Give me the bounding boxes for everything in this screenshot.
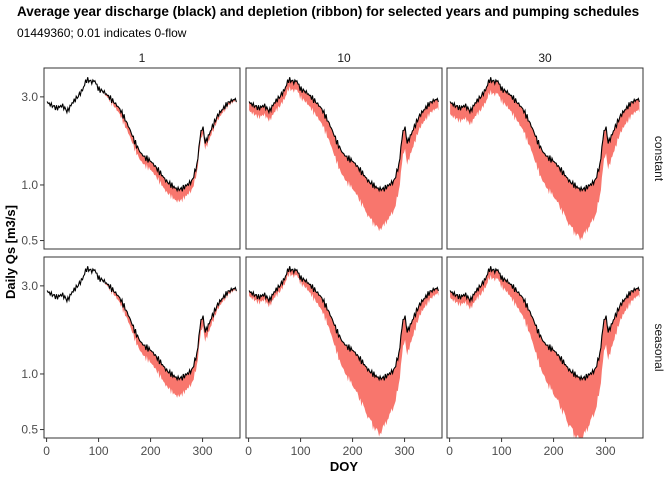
y-tick-label: 0.5	[21, 423, 38, 437]
depletion-ribbon	[47, 77, 237, 203]
chart-subtitle: 01449360; 0.01 indicates 0-flow	[17, 26, 187, 40]
row-strip-label: seasonal	[652, 323, 666, 371]
facet-panel-seasonal-1	[43, 256, 241, 439]
panel-border	[245, 256, 443, 439]
x-tick-label: 200	[544, 444, 564, 458]
x-tick-label: 300	[193, 444, 213, 458]
axes: 0.5 1.0 3.0 0.5 1.0 3.0 0 100 200 300 0 100 200 300 0 1…	[21, 90, 616, 458]
facet-panels	[43, 67, 644, 439]
chart-title: Average year discharge (black) and deple…	[17, 4, 639, 19]
facet-panel-seasonal-30	[446, 256, 644, 439]
panel-border	[245, 67, 443, 250]
discharge-line	[46, 266, 237, 382]
y-tick-label: 1.0	[21, 367, 38, 381]
x-tick-label: 100	[89, 444, 109, 458]
x-tick-label: 200	[343, 444, 363, 458]
depletion-ribbon	[47, 266, 237, 398]
depletion-ribbon	[249, 266, 439, 437]
panel-border	[446, 67, 644, 250]
column-strip-label: 10	[337, 51, 351, 65]
facet-panel-constant-1	[43, 67, 241, 250]
discharge-line	[46, 77, 237, 193]
x-tick-label: 100	[291, 444, 311, 458]
facet-panel-constant-30	[446, 67, 644, 250]
x-tick-label: 300	[395, 444, 415, 458]
x-axis-label: DOY	[330, 459, 359, 474]
x-tick-label: 300	[596, 444, 616, 458]
x-tick-label: 0	[43, 444, 50, 458]
y-axis-label: Daily Qs [m3/s]	[3, 205, 18, 299]
y-tick-label: 3.0	[21, 90, 38, 104]
discharge-line	[449, 266, 640, 382]
discharge-line	[449, 77, 640, 193]
panel-border	[43, 67, 241, 250]
depletion-ribbon	[450, 266, 640, 438]
discharge-line	[248, 77, 439, 193]
facet-panel-constant-10	[245, 67, 443, 250]
y-tick-label: 1.0	[21, 178, 38, 192]
x-tick-label: 200	[141, 444, 161, 458]
panel-border	[446, 256, 644, 439]
y-tick-label: 0.5	[21, 234, 38, 248]
column-strip-label: 30	[538, 51, 552, 65]
discharge-line	[248, 266, 439, 382]
depletion-ribbon	[450, 77, 640, 241]
y-tick-label: 3.0	[21, 279, 38, 293]
row-strip-label: constant	[652, 136, 666, 182]
x-tick-label: 0	[245, 444, 252, 458]
facet-panel-seasonal-10	[245, 256, 443, 439]
x-tick-label: 100	[492, 444, 512, 458]
column-strip-label: 1	[139, 51, 146, 65]
x-tick-label: 0	[446, 444, 453, 458]
panel-border	[43, 256, 241, 439]
facet-strips: 1 10 30 constant seasonal	[139, 51, 666, 372]
